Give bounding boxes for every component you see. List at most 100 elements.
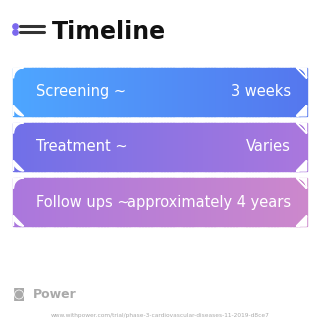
Bar (27, 68, 28, 116)
Bar (219, 178, 220, 226)
Bar (188, 68, 190, 116)
Bar (205, 68, 207, 116)
Bar (75, 68, 77, 116)
Bar (186, 68, 188, 116)
Bar (284, 178, 286, 226)
Bar (301, 178, 302, 226)
Bar (36, 123, 37, 171)
Bar (163, 68, 165, 116)
Bar (74, 178, 75, 226)
Bar (131, 178, 132, 226)
Bar (287, 123, 289, 171)
Bar (242, 68, 244, 116)
Bar (38, 68, 40, 116)
Bar (244, 68, 245, 116)
Bar (106, 68, 108, 116)
Bar (251, 68, 253, 116)
Bar (69, 68, 71, 116)
Bar (267, 123, 269, 171)
Bar (56, 68, 58, 116)
Bar (104, 123, 106, 171)
Bar (154, 68, 156, 116)
Bar (191, 68, 193, 116)
Bar (164, 123, 166, 171)
Bar (162, 68, 163, 116)
Bar (305, 178, 307, 226)
Bar (176, 123, 178, 171)
Bar (267, 178, 269, 226)
Bar (31, 123, 33, 171)
Text: Power: Power (33, 288, 77, 301)
Bar (263, 178, 264, 226)
Bar (213, 68, 214, 116)
Bar (28, 178, 30, 226)
Bar (22, 178, 24, 226)
Bar (189, 178, 191, 226)
Bar (109, 123, 110, 171)
Bar (195, 68, 197, 116)
Bar (116, 68, 118, 116)
Bar (233, 123, 235, 171)
Bar (236, 68, 238, 116)
Bar (97, 178, 99, 226)
Text: Screening ~: Screening ~ (36, 84, 126, 99)
Bar (169, 178, 171, 226)
Bar (189, 123, 191, 171)
Bar (167, 68, 169, 116)
Bar (160, 68, 162, 116)
Bar (163, 123, 165, 171)
Bar (82, 178, 84, 226)
Bar (271, 123, 273, 171)
Bar (220, 178, 222, 226)
Bar (286, 68, 288, 116)
Bar (236, 178, 238, 226)
Bar (106, 123, 108, 171)
Bar (90, 68, 92, 116)
Text: Varies: Varies (246, 139, 291, 154)
Bar (266, 68, 267, 116)
Bar (46, 178, 47, 226)
Polygon shape (13, 68, 24, 78)
Bar (291, 68, 292, 116)
Bar (162, 178, 163, 226)
Bar (207, 68, 209, 116)
Bar (273, 123, 275, 171)
Bar (128, 123, 130, 171)
Bar (88, 68, 90, 116)
Bar (154, 123, 156, 171)
Bar (144, 68, 146, 116)
Bar (47, 178, 49, 226)
Bar (44, 68, 46, 116)
Bar (210, 68, 212, 116)
Bar (200, 68, 201, 116)
Bar (33, 178, 34, 226)
Bar (180, 178, 182, 226)
Bar (271, 178, 273, 226)
Bar (158, 123, 160, 171)
Bar (119, 68, 121, 116)
Bar (53, 178, 55, 226)
Bar (203, 68, 204, 116)
Polygon shape (296, 68, 307, 78)
Bar (126, 68, 128, 116)
Bar (76, 68, 78, 116)
Bar (94, 178, 96, 226)
Bar (289, 68, 291, 116)
Bar (163, 178, 165, 226)
Bar (286, 123, 288, 171)
Text: approximately 4 years: approximately 4 years (127, 195, 291, 210)
Bar (205, 123, 207, 171)
Bar (131, 123, 132, 171)
Bar (81, 123, 83, 171)
Bar (28, 123, 30, 171)
Bar (18, 68, 20, 116)
Bar (298, 178, 300, 226)
Bar (232, 123, 234, 171)
Bar (49, 123, 50, 171)
Bar (142, 123, 144, 171)
Bar (292, 68, 294, 116)
Bar (36, 68, 37, 116)
Bar (277, 123, 279, 171)
Bar (56, 178, 58, 226)
Text: Timeline: Timeline (52, 20, 166, 44)
